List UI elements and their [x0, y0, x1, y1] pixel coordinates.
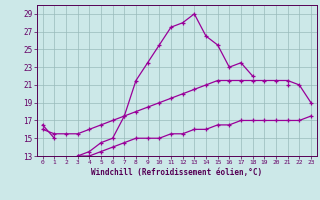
X-axis label: Windchill (Refroidissement éolien,°C): Windchill (Refroidissement éolien,°C): [91, 168, 262, 177]
